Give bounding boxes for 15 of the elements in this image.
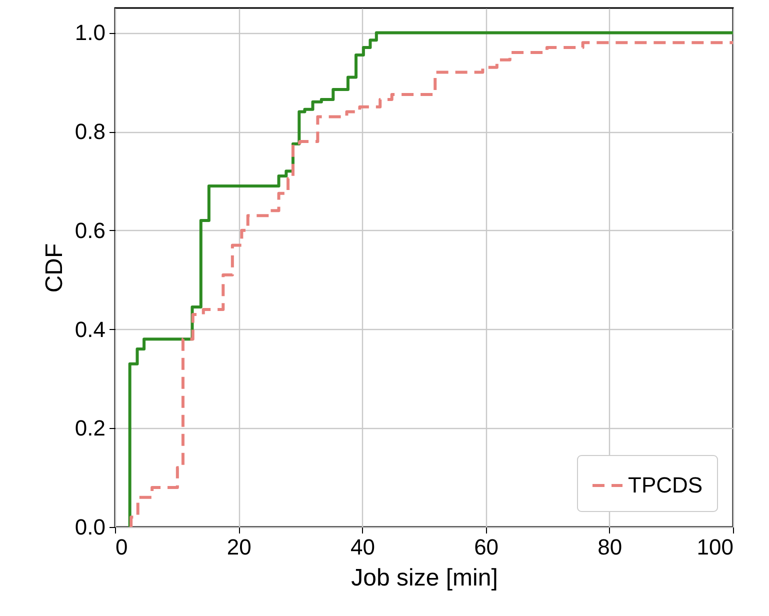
y-tick-label: 0.6 [74,218,106,243]
y-tick-label: 0.2 [74,416,106,441]
x-tick-label: 60 [474,534,499,560]
x-axis-title: Job size [min] [351,564,498,592]
x-tick-label: 80 [598,534,622,560]
x-tick-label: 100 [696,534,734,560]
y-tick-label: 0.8 [74,119,106,144]
x-tick-label: 40 [350,534,375,560]
y-tick-label: 0.0 [74,514,106,540]
x-tick-label: 0 [116,534,128,560]
y-tick-label: 0.4 [74,316,106,342]
x-tick-label: 20 [226,534,252,560]
y-tick-label: 1.0 [74,20,106,46]
legend-label: TPCDS [628,472,703,498]
y-axis-title: CDF [40,243,68,293]
